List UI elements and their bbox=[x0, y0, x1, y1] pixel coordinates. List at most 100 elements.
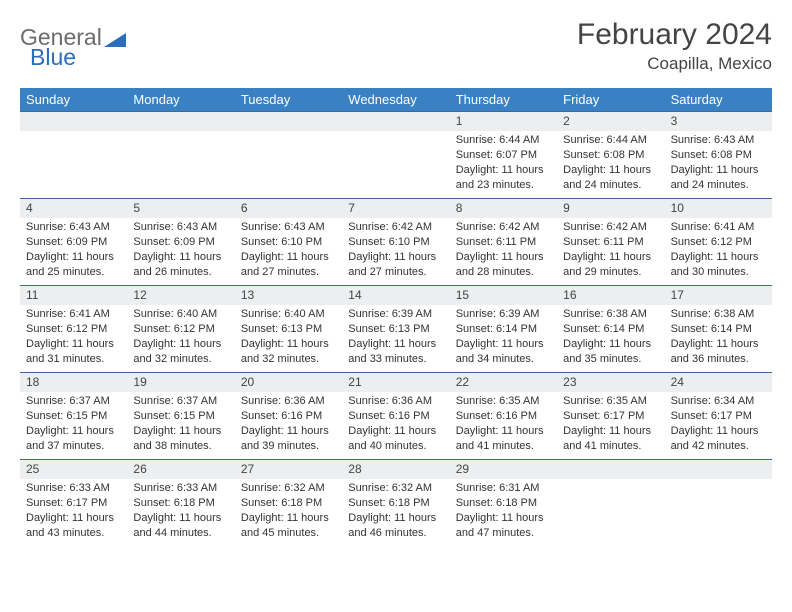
day-body: Sunrise: 6:32 AMSunset: 6:18 PMDaylight:… bbox=[342, 479, 449, 544]
day-cell: 9Sunrise: 6:42 AMSunset: 6:11 PMDaylight… bbox=[557, 199, 664, 285]
day-body: Sunrise: 6:31 AMSunset: 6:18 PMDaylight:… bbox=[450, 479, 557, 544]
day-cell: 15Sunrise: 6:39 AMSunset: 6:14 PMDayligh… bbox=[450, 286, 557, 372]
day-body: Sunrise: 6:44 AMSunset: 6:07 PMDaylight:… bbox=[450, 131, 557, 196]
day-body: Sunrise: 6:41 AMSunset: 6:12 PMDaylight:… bbox=[20, 305, 127, 370]
day-number bbox=[235, 112, 342, 131]
daylight-text: Daylight: 11 hours and 37 minutes. bbox=[26, 424, 121, 454]
sunrise-text: Sunrise: 6:38 AM bbox=[563, 307, 658, 322]
day-cell: 26Sunrise: 6:33 AMSunset: 6:18 PMDayligh… bbox=[127, 460, 234, 546]
daylight-text: Daylight: 11 hours and 47 minutes. bbox=[456, 511, 551, 541]
day-body: Sunrise: 6:38 AMSunset: 6:14 PMDaylight:… bbox=[665, 305, 772, 370]
weeks-container: 1Sunrise: 6:44 AMSunset: 6:07 PMDaylight… bbox=[20, 111, 772, 546]
sunset-text: Sunset: 6:17 PM bbox=[26, 496, 121, 511]
day-number: 29 bbox=[450, 460, 557, 479]
sunset-text: Sunset: 6:12 PM bbox=[671, 235, 766, 250]
day-body: Sunrise: 6:44 AMSunset: 6:08 PMDaylight:… bbox=[557, 131, 664, 196]
day-body: Sunrise: 6:42 AMSunset: 6:11 PMDaylight:… bbox=[557, 218, 664, 283]
day-number: 3 bbox=[665, 112, 772, 131]
sunrise-text: Sunrise: 6:36 AM bbox=[348, 394, 443, 409]
weekday-sat: Saturday bbox=[665, 88, 772, 111]
calendar: Sunday Monday Tuesday Wednesday Thursday… bbox=[20, 88, 772, 546]
daylight-text: Daylight: 11 hours and 25 minutes. bbox=[26, 250, 121, 280]
sunset-text: Sunset: 6:18 PM bbox=[133, 496, 228, 511]
day-number: 22 bbox=[450, 373, 557, 392]
day-body bbox=[127, 131, 234, 137]
weekday-sun: Sunday bbox=[20, 88, 127, 111]
daylight-text: Daylight: 11 hours and 27 minutes. bbox=[348, 250, 443, 280]
week-row: 4Sunrise: 6:43 AMSunset: 6:09 PMDaylight… bbox=[20, 198, 772, 285]
daylight-text: Daylight: 11 hours and 41 minutes. bbox=[456, 424, 551, 454]
sunset-text: Sunset: 6:15 PM bbox=[133, 409, 228, 424]
daylight-text: Daylight: 11 hours and 30 minutes. bbox=[671, 250, 766, 280]
sunset-text: Sunset: 6:07 PM bbox=[456, 148, 551, 163]
day-number: 18 bbox=[20, 373, 127, 392]
day-cell: 7Sunrise: 6:42 AMSunset: 6:10 PMDaylight… bbox=[342, 199, 449, 285]
day-cell bbox=[20, 112, 127, 198]
day-body: Sunrise: 6:33 AMSunset: 6:18 PMDaylight:… bbox=[127, 479, 234, 544]
day-cell: 29Sunrise: 6:31 AMSunset: 6:18 PMDayligh… bbox=[450, 460, 557, 546]
day-body: Sunrise: 6:43 AMSunset: 6:10 PMDaylight:… bbox=[235, 218, 342, 283]
week-row: 25Sunrise: 6:33 AMSunset: 6:17 PMDayligh… bbox=[20, 459, 772, 546]
daylight-text: Daylight: 11 hours and 26 minutes. bbox=[133, 250, 228, 280]
sunrise-text: Sunrise: 6:44 AM bbox=[456, 133, 551, 148]
day-cell: 23Sunrise: 6:35 AMSunset: 6:17 PMDayligh… bbox=[557, 373, 664, 459]
day-body bbox=[342, 131, 449, 137]
daylight-text: Daylight: 11 hours and 32 minutes. bbox=[133, 337, 228, 367]
sunrise-text: Sunrise: 6:43 AM bbox=[671, 133, 766, 148]
day-body: Sunrise: 6:34 AMSunset: 6:17 PMDaylight:… bbox=[665, 392, 772, 457]
day-body: Sunrise: 6:35 AMSunset: 6:17 PMDaylight:… bbox=[557, 392, 664, 457]
day-cell: 5Sunrise: 6:43 AMSunset: 6:09 PMDaylight… bbox=[127, 199, 234, 285]
sunset-text: Sunset: 6:15 PM bbox=[26, 409, 121, 424]
daylight-text: Daylight: 11 hours and 23 minutes. bbox=[456, 163, 551, 193]
sunset-text: Sunset: 6:08 PM bbox=[671, 148, 766, 163]
day-cell: 10Sunrise: 6:41 AMSunset: 6:12 PMDayligh… bbox=[665, 199, 772, 285]
sunset-text: Sunset: 6:18 PM bbox=[348, 496, 443, 511]
day-cell bbox=[665, 460, 772, 546]
title-block: February 2024 Coapilla, Mexico bbox=[577, 18, 772, 74]
day-number: 8 bbox=[450, 199, 557, 218]
day-number: 11 bbox=[20, 286, 127, 305]
daylight-text: Daylight: 11 hours and 39 minutes. bbox=[241, 424, 336, 454]
day-body: Sunrise: 6:33 AMSunset: 6:17 PMDaylight:… bbox=[20, 479, 127, 544]
day-number: 5 bbox=[127, 199, 234, 218]
day-body: Sunrise: 6:43 AMSunset: 6:09 PMDaylight:… bbox=[127, 218, 234, 283]
sunrise-text: Sunrise: 6:35 AM bbox=[456, 394, 551, 409]
daylight-text: Daylight: 11 hours and 42 minutes. bbox=[671, 424, 766, 454]
sunset-text: Sunset: 6:09 PM bbox=[26, 235, 121, 250]
daylight-text: Daylight: 11 hours and 41 minutes. bbox=[563, 424, 658, 454]
sunset-text: Sunset: 6:16 PM bbox=[241, 409, 336, 424]
day-body: Sunrise: 6:42 AMSunset: 6:11 PMDaylight:… bbox=[450, 218, 557, 283]
day-cell: 16Sunrise: 6:38 AMSunset: 6:14 PMDayligh… bbox=[557, 286, 664, 372]
header: General February 2024 Coapilla, Mexico bbox=[20, 18, 772, 74]
sunrise-text: Sunrise: 6:40 AM bbox=[133, 307, 228, 322]
daylight-text: Daylight: 11 hours and 44 minutes. bbox=[133, 511, 228, 541]
sunrise-text: Sunrise: 6:41 AM bbox=[26, 307, 121, 322]
day-cell: 11Sunrise: 6:41 AMSunset: 6:12 PMDayligh… bbox=[20, 286, 127, 372]
sunrise-text: Sunrise: 6:37 AM bbox=[133, 394, 228, 409]
day-cell: 14Sunrise: 6:39 AMSunset: 6:13 PMDayligh… bbox=[342, 286, 449, 372]
day-cell bbox=[557, 460, 664, 546]
day-number: 2 bbox=[557, 112, 664, 131]
weekday-thu: Thursday bbox=[450, 88, 557, 111]
day-number: 16 bbox=[557, 286, 664, 305]
daylight-text: Daylight: 11 hours and 33 minutes. bbox=[348, 337, 443, 367]
sunrise-text: Sunrise: 6:33 AM bbox=[26, 481, 121, 496]
sunrise-text: Sunrise: 6:32 AM bbox=[241, 481, 336, 496]
day-body: Sunrise: 6:40 AMSunset: 6:12 PMDaylight:… bbox=[127, 305, 234, 370]
sunset-text: Sunset: 6:10 PM bbox=[348, 235, 443, 250]
day-cell: 4Sunrise: 6:43 AMSunset: 6:09 PMDaylight… bbox=[20, 199, 127, 285]
sunset-text: Sunset: 6:14 PM bbox=[456, 322, 551, 337]
day-number: 15 bbox=[450, 286, 557, 305]
day-number: 23 bbox=[557, 373, 664, 392]
daylight-text: Daylight: 11 hours and 45 minutes. bbox=[241, 511, 336, 541]
day-cell: 17Sunrise: 6:38 AMSunset: 6:14 PMDayligh… bbox=[665, 286, 772, 372]
sunset-text: Sunset: 6:16 PM bbox=[456, 409, 551, 424]
sunrise-text: Sunrise: 6:36 AM bbox=[241, 394, 336, 409]
day-cell: 27Sunrise: 6:32 AMSunset: 6:18 PMDayligh… bbox=[235, 460, 342, 546]
day-number: 17 bbox=[665, 286, 772, 305]
sunset-text: Sunset: 6:11 PM bbox=[456, 235, 551, 250]
day-body bbox=[20, 131, 127, 137]
day-number: 9 bbox=[557, 199, 664, 218]
sunrise-text: Sunrise: 6:40 AM bbox=[241, 307, 336, 322]
weekday-tue: Tuesday bbox=[235, 88, 342, 111]
